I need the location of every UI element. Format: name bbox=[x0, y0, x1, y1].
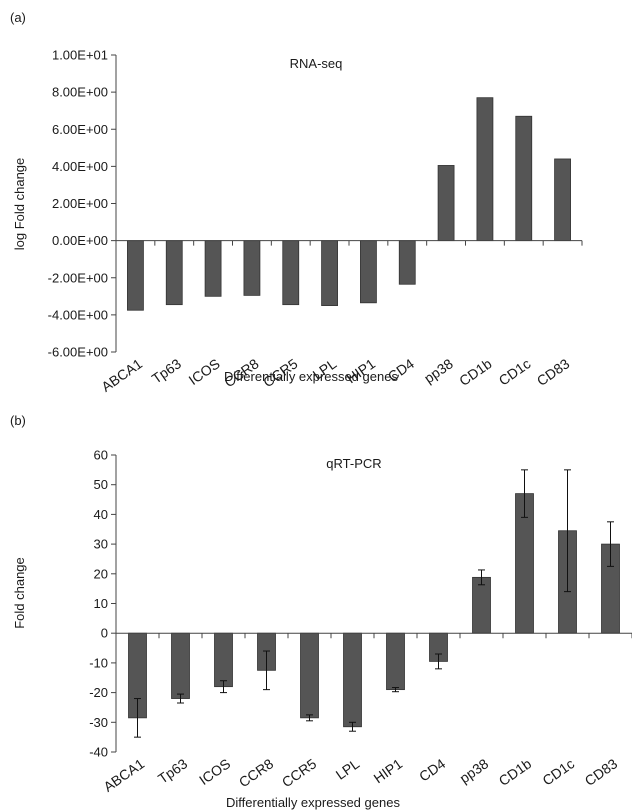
bar-cd1b bbox=[476, 97, 494, 242]
rna-seq-chart: 1.00E+01 8.00E+00 6.00E+00 4.00E+00 2.00E+00… bbox=[12, 48, 583, 395]
rna-seq-panel: (a) 1.00E+01 8.00E+00 6.00E+00 4.00E+00 2.00… bbox=[0, 0, 632, 395]
bar-ccr5 bbox=[282, 240, 300, 306]
y-tick-label: 20 bbox=[94, 566, 108, 581]
bar-hip1 bbox=[360, 240, 377, 304]
bar-ccr8 bbox=[243, 240, 261, 296]
x-tick-label: CD1c bbox=[539, 755, 577, 788]
x-tick-label: LPL bbox=[333, 755, 363, 783]
x-tick-label: CD1b bbox=[496, 755, 535, 789]
x-axis-label: Differentially expressed genes bbox=[226, 795, 400, 810]
y-tick-label: -40 bbox=[89, 745, 108, 760]
x-tick-label: HIP1 bbox=[371, 755, 406, 786]
bar-abca1 bbox=[127, 240, 144, 311]
chart-title: qRT-PCR bbox=[326, 456, 381, 471]
y-tick-label: -2.00E+00 bbox=[48, 270, 108, 285]
bar-cd4 bbox=[398, 240, 416, 285]
y-tick-label: 50 bbox=[94, 477, 108, 492]
x-tick-label: Tp63 bbox=[149, 355, 184, 387]
x-tick-label: CD1c bbox=[496, 355, 534, 388]
x-tick-label: CCR5 bbox=[279, 755, 320, 790]
bar-hip1 bbox=[386, 632, 405, 691]
y-tick-label: 40 bbox=[94, 507, 108, 522]
bar-tp63 bbox=[165, 240, 183, 306]
x-tick-label: Tp63 bbox=[155, 755, 190, 787]
y-tick-label: 6.00E+00 bbox=[52, 122, 108, 137]
x-tick-label: ICOS bbox=[196, 755, 233, 788]
y-tick-label: -20 bbox=[89, 685, 108, 700]
x-tick-label: CCR8 bbox=[236, 755, 277, 790]
x-tick-label: ICOS bbox=[186, 355, 223, 388]
bar-tp63 bbox=[171, 632, 190, 699]
panel-label: (b) bbox=[10, 413, 26, 428]
y-tick-label: 4.00E+00 bbox=[52, 159, 108, 174]
x-tick-label: pp38 bbox=[421, 355, 456, 386]
bar-lpl bbox=[321, 240, 338, 306]
chart-title: RNA-seq bbox=[290, 56, 343, 71]
y-tick-label: 8.00E+00 bbox=[52, 85, 108, 100]
x-tick-label: ABCA1 bbox=[100, 755, 147, 795]
y-tick-label: 1.00E+01 bbox=[52, 48, 108, 63]
x-axis-label: Differentially expressed genes bbox=[224, 369, 398, 384]
y-tick-label: 10 bbox=[94, 596, 108, 611]
y-axis-label: log Fold change bbox=[12, 158, 27, 251]
y-tick-label: -6.00E+00 bbox=[48, 345, 108, 360]
y-tick-label: 0.00E+00 bbox=[52, 233, 108, 248]
x-tick-label: CD83 bbox=[582, 755, 621, 789]
bar-pp38 bbox=[437, 165, 455, 242]
x-tick-label: CD83 bbox=[534, 355, 573, 389]
x-tick-label: CD4 bbox=[416, 755, 448, 784]
bar-icos bbox=[204, 240, 222, 297]
x-tick-label: pp38 bbox=[457, 755, 492, 786]
y-tick-label: 30 bbox=[94, 537, 108, 552]
x-tick-label: ABCA1 bbox=[98, 355, 145, 395]
bar-pp38 bbox=[472, 576, 491, 634]
bar-lpl bbox=[343, 632, 362, 728]
x-tick-label: CD1b bbox=[456, 355, 495, 389]
bar-cd1c bbox=[515, 115, 533, 242]
bar-icos bbox=[214, 632, 233, 688]
bar-ccr5 bbox=[300, 632, 319, 719]
y-tick-label: -10 bbox=[89, 655, 108, 670]
y-tick-label: 0 bbox=[101, 626, 108, 641]
y-tick-label: 2.00E+00 bbox=[52, 196, 108, 211]
y-tick-label: 60 bbox=[94, 448, 108, 463]
bar-cd83 bbox=[554, 158, 571, 242]
qrt-pcr-panel: (b) 60 50 40 30 20 10 0 -10 -20 -30 -40 ABCA1 Tp63 IC… bbox=[0, 405, 632, 810]
panel-label: (a) bbox=[10, 10, 26, 25]
y-axis-label: Fold change bbox=[12, 557, 27, 629]
y-tick-label: -4.00E+00 bbox=[48, 307, 108, 322]
y-tick-label: -30 bbox=[89, 715, 108, 730]
